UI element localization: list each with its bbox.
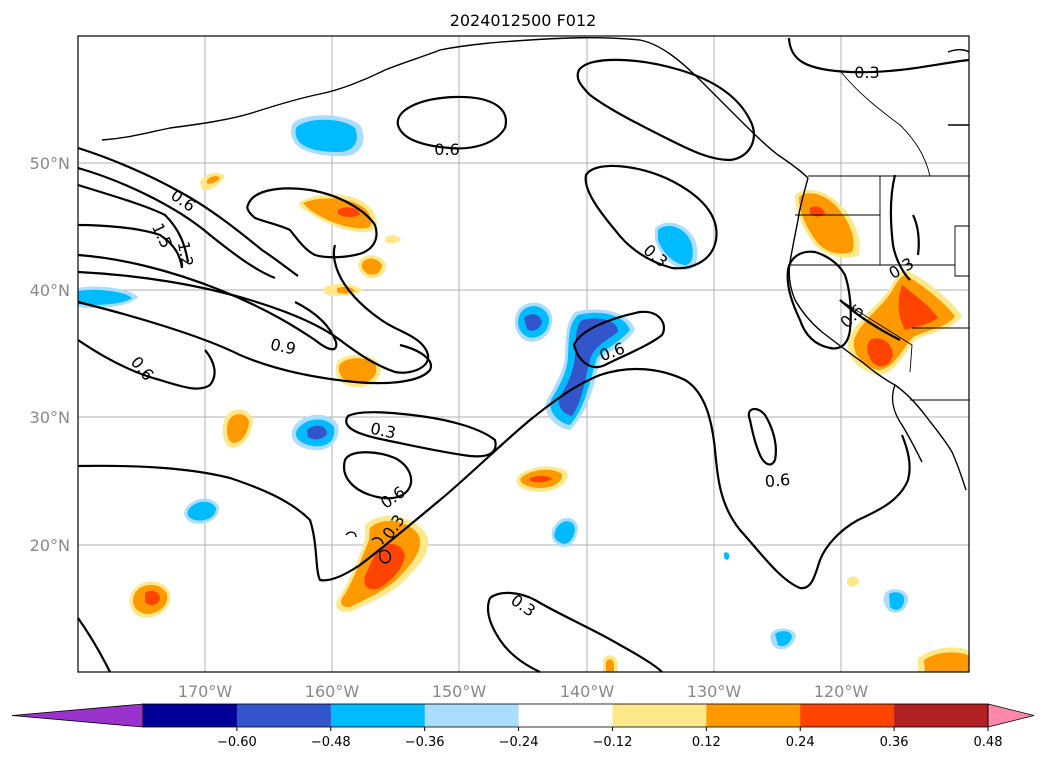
lon-label-150w: 150°W — [432, 682, 487, 701]
colorbar-tick-label: 0.24 — [786, 735, 815, 750]
colorbar-tick-label: −0.12 — [593, 735, 633, 750]
lat-label-40n: 40°N — [30, 281, 70, 300]
figure-title: 2024012500 F012 — [450, 11, 597, 30]
longitude-labels: 170°W 160°W 150°W 140°W 130°W 120°W — [178, 682, 869, 701]
map-area — [78, 36, 969, 672]
colorbar-extend-max — [987, 703, 1035, 728]
lon-label-170w: 170°W — [178, 682, 233, 701]
latitude-labels: 50°N 40°N 30°N 20°N — [30, 154, 70, 555]
colorbar — [11, 703, 1035, 728]
lon-label-120w: 120°W — [814, 682, 869, 701]
colorbar-segment — [706, 704, 801, 727]
colorbar-tick-label: −0.24 — [499, 735, 539, 750]
colorbar-tick-label: −0.60 — [217, 735, 257, 750]
colorbar-segment — [330, 704, 426, 727]
contour-label-0.6-east: 0.6 — [764, 470, 791, 491]
colorbar-segment — [800, 704, 895, 727]
contour-label-0.3-center: 0.3 — [369, 419, 398, 443]
colorbar-outline — [142, 703, 989, 728]
contour-label-1.2: 1.2 — [174, 240, 197, 268]
colorbar-segment — [236, 704, 332, 727]
colorbar-extend-min — [11, 703, 144, 728]
map-frame — [77, 35, 970, 673]
colorbar-segment — [518, 704, 613, 727]
shaded-anomalies — [78, 115, 969, 672]
contour-label-0.6-north: 0.6 — [434, 140, 459, 159]
colorbar-segment — [424, 704, 520, 727]
contour-label-0.9: 0.9 — [269, 335, 298, 359]
contour-label-0.3-ne: 0.3 — [854, 63, 879, 82]
contour-lines — [77, 37, 970, 673]
lon-label-160w: 160°W — [305, 682, 360, 701]
colorbar-tick-label: −0.48 — [311, 735, 351, 750]
colorbar-segment — [894, 704, 989, 727]
colorbar-tick-label: −0.36 — [405, 735, 445, 750]
colorbar-ticks: −0.60 −0.48 −0.36 −0.24 −0.12 0.12 0.24 0.36 0.4… — [217, 727, 1003, 750]
colorbar-tick-label: 0.36 — [880, 735, 909, 750]
lon-label-140w: 140°W — [560, 682, 615, 701]
lat-label-30n: 30°N — [30, 408, 70, 427]
colorbar-segment — [612, 704, 707, 727]
colorbar-tick-label: 0.12 — [692, 735, 721, 750]
colorbar-tick-label: 0.48 — [974, 735, 1003, 750]
lon-label-130w: 130°W — [687, 682, 742, 701]
colorbar-segment — [143, 704, 238, 727]
lat-label-20n: 20°N — [30, 536, 70, 555]
lat-label-50n: 50°N — [30, 154, 70, 173]
